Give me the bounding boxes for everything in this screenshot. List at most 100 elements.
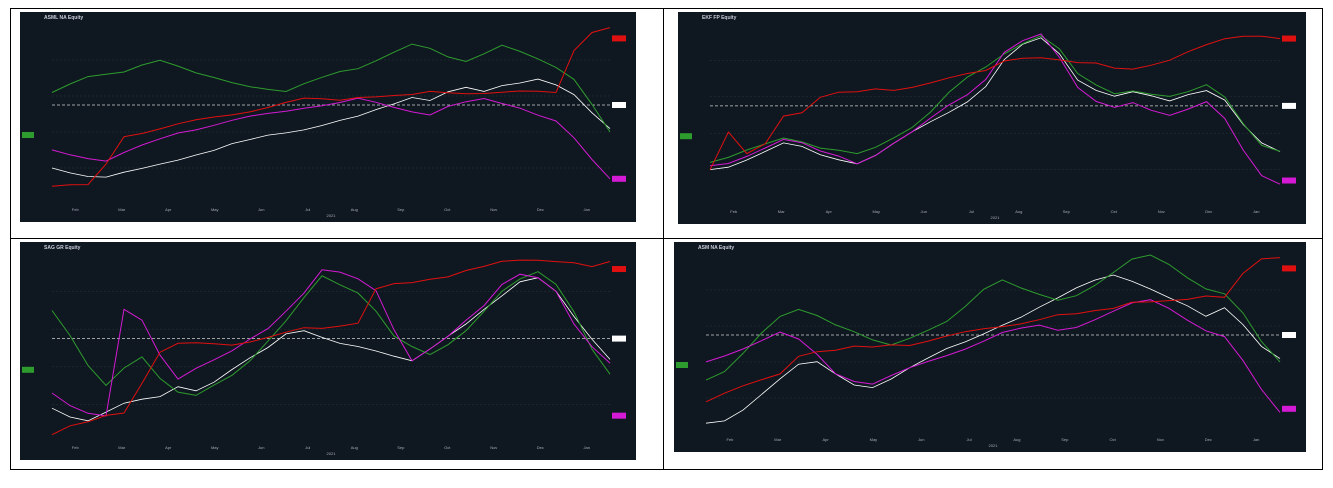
series-line-3 [51, 97, 611, 180]
x-axis-label: 2021 [327, 213, 337, 218]
x-tick-label: Jul [305, 207, 310, 212]
x-tick-label: Jun [258, 207, 264, 212]
x-tick-label: Apr [822, 437, 829, 442]
x-tick-label: Jan [1253, 437, 1259, 442]
x-tick-label: Oct [1111, 209, 1118, 214]
chart-panel-4: Feb Mar Apr May Jun Jul Aug Sep Oct Nov Dec Jan 2021… [674, 242, 1306, 452]
series-line-4 [51, 259, 611, 436]
x-tick-label: Jan [584, 207, 590, 212]
chart-title: ASM NA Equity [698, 245, 735, 251]
grid-divider-vertical [663, 8, 664, 470]
value-tag-2 [1282, 102, 1296, 109]
x-axis-label: 2021 [991, 215, 1001, 220]
x-tick-label: Jul [305, 445, 310, 450]
plot-background [20, 242, 636, 460]
x-tick-label: Nov [490, 207, 497, 212]
x-tick-label: Sep [397, 445, 405, 450]
chart-svg: Feb Mar Apr May Jun Jul Aug Sep Oct Nov Dec Jan 2021 [20, 242, 636, 460]
x-tick-label: Oct [444, 445, 451, 450]
x-tick-label: May [211, 445, 219, 450]
x-tick-label: Mar [774, 437, 782, 442]
value-tag-1 [1282, 35, 1296, 42]
x-tick-label: Mar [778, 209, 786, 214]
x-tick-label: May [211, 207, 219, 212]
x-tick-label: Apr [826, 209, 833, 214]
value-tag-1 [612, 266, 626, 273]
series-line-2 [51, 271, 611, 396]
x-tick-label: Sep [1063, 209, 1071, 214]
chart-title: EKF FP Equity [702, 15, 737, 21]
x-axis-label: 2021 [989, 443, 999, 448]
x-tick-label: Mar [118, 207, 126, 212]
x-tick-label: Oct [1109, 437, 1116, 442]
x-tick-label: Aug [1015, 209, 1022, 214]
series-line-4 [51, 27, 611, 187]
x-tick-label: Dec [1205, 209, 1212, 214]
series-line-1 [51, 78, 611, 178]
chart-title: SAG GR Equity [44, 245, 81, 251]
series-line-2 [709, 35, 1281, 163]
value-tag-3 [612, 175, 626, 182]
grid-divider-horizontal [10, 238, 1323, 239]
value-tag-left [22, 132, 34, 138]
chart-svg: Feb Mar Apr May Jun Jul Aug Sep Oct Nov Dec Jan 2021 [678, 12, 1306, 224]
series-line-3 [51, 269, 611, 417]
chart-svg: Feb Mar Apr May Jun Jul Aug Sep Oct Nov Dec Jan 2021 [674, 242, 1306, 452]
plot-background [674, 242, 1306, 452]
series-line-4 [705, 257, 1281, 403]
x-tick-label: Jun [258, 445, 264, 450]
chart-title: ASML NA Equity [44, 15, 84, 21]
value-tag-3 [612, 412, 626, 419]
x-tick-label: Jan [1253, 209, 1259, 214]
x-tick-label: Jul [967, 437, 972, 442]
value-tag-2 [612, 102, 626, 108]
x-tick-label: May [872, 209, 880, 214]
x-tick-label: Feb [72, 207, 80, 212]
x-tick-label: Sep [1061, 437, 1069, 442]
x-tick-label: Jan [584, 445, 590, 450]
x-tick-label: Feb [726, 437, 734, 442]
series-line-2 [705, 254, 1281, 381]
x-tick-label: Dec [1205, 437, 1212, 442]
x-tick-label: May [870, 437, 878, 442]
x-axis-label: 2021 [327, 451, 337, 456]
value-tag-2 [612, 335, 626, 342]
value-tag-1 [1282, 265, 1296, 272]
x-tick-label: Sep [397, 207, 405, 212]
x-tick-label: Aug [351, 445, 358, 450]
chart-panel-3: Feb Mar Apr May Jun Jul Aug Sep Oct Nov Dec Jan 2021… [20, 242, 636, 460]
value-tag-3 [1282, 405, 1296, 412]
x-tick-label: Nov [490, 445, 497, 450]
series-line-3 [705, 299, 1281, 413]
series-line-1 [51, 277, 611, 422]
x-tick-label: Feb [72, 445, 80, 450]
value-tag-2 [1282, 332, 1296, 338]
x-tick-label: Apr [165, 445, 172, 450]
value-tag-1 [612, 35, 626, 42]
x-tick-label: Apr [165, 207, 172, 212]
x-tick-label: Aug [351, 207, 358, 212]
x-tick-label: Feb [730, 209, 738, 214]
plot-background [20, 12, 636, 222]
x-tick-label: Oct [444, 207, 451, 212]
x-tick-label: Nov [1157, 437, 1164, 442]
value-tag-left [676, 362, 688, 368]
chart-svg: Feb Mar Apr May Jun Jul Aug Sep Oct Nov Dec Jan 2021 [20, 12, 636, 222]
chart-panel-1: Feb Mar Apr May Jun Jul Aug Sep Oct Nov Dec Jan 2021… [20, 12, 636, 222]
chart-panel-2: Feb Mar Apr May Jun Jul Aug Sep Oct Nov Dec Jan 2021… [678, 12, 1306, 224]
value-tag-left [680, 133, 692, 140]
x-tick-label: Jun [918, 437, 924, 442]
plot-background [678, 12, 1306, 224]
series-line-4 [709, 35, 1281, 171]
value-tag-3 [1282, 177, 1296, 184]
x-tick-label: Aug [1013, 437, 1020, 442]
x-tick-label: Dec [537, 207, 544, 212]
x-tick-label: Mar [118, 445, 126, 450]
x-tick-label: Nov [1158, 209, 1165, 214]
x-tick-label: Jul [969, 209, 974, 214]
x-tick-label: Dec [537, 445, 544, 450]
x-tick-label: Jun [921, 209, 927, 214]
series-line-1 [705, 274, 1281, 424]
value-tag-left [22, 366, 34, 373]
series-line-2 [51, 43, 611, 133]
